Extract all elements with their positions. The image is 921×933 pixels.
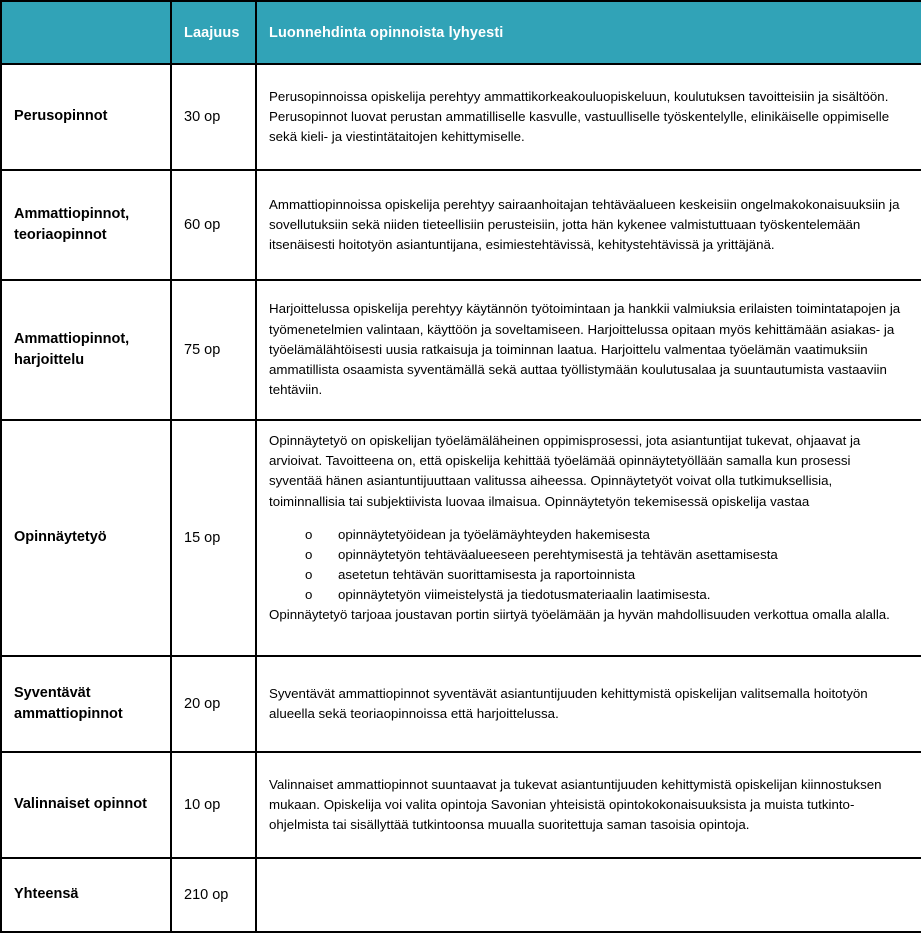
row-name-syventavat: Syventävät ammattiopinnot (0, 655, 172, 753)
table-body: Perusopinnot 30 op Perusopinnoissa opisk… (0, 63, 921, 933)
row-scope-yhteensa: 210 op (170, 857, 257, 933)
header-cell-description: Luonnehdinta opinnoista lyhyesti (255, 0, 921, 65)
row-name-ammattiopinnot-teoria: Ammattiopinnot, teoriaopinnot (0, 169, 172, 281)
list-item: o opinnäytetyön tehtäväalueeseen perehty… (305, 545, 907, 565)
list-item-label: opinnäytetyön tehtäväalueeseen perehtymi… (338, 546, 778, 562)
header-row: Laajuus Luonnehdinta opinnoista lyhyesti (0, 0, 921, 65)
description-closing-paragraph: Opinnäytetyö tarjoaa joustavan portin si… (269, 606, 890, 622)
row-description-ammattiopinnot-harjoittelu: Harjoittelussa opiskelija perehtyy käytä… (255, 279, 921, 421)
list-item-label: opinnäytetyön viimeistelystä ja tiedotus… (338, 586, 711, 602)
description-paragraph: Harjoittelussa opiskelija perehtyy käytä… (269, 301, 901, 398)
table-row: Ammattiopinnot, teoriaopinnot 60 op Amma… (0, 169, 921, 281)
table-row: Opinnäytetyö 15 op Opinnäytetyö on opisk… (0, 419, 921, 657)
row-description-syventavat: Syventävät ammattiopinnot syventävät asi… (255, 655, 921, 753)
description-paragraph: Syventävät ammattiopinnot syventävät asi… (269, 685, 868, 721)
circle-outline-bullet-icon: o (305, 546, 313, 562)
list-item: o opinnäytetyöidean ja työelämäyhteyden … (305, 525, 907, 545)
header-cell-scope: Laajuus (170, 0, 257, 65)
row-name-yhteensa: Yhteensä (0, 857, 172, 933)
description-paragraph: Valinnaiset ammattiopinnot suuntaavat ja… (269, 776, 882, 833)
responsibilities-list: o opinnäytetyöidean ja työelämäyhteyden … (269, 525, 907, 605)
table-row: Ammattiopinnot, harjoittelu 75 op Harjoi… (0, 279, 921, 421)
row-description-valinnaiset: Valinnaiset ammattiopinnot suuntaavat ja… (255, 751, 921, 859)
row-description-ammattiopinnot-teoria: Ammattiopinnoissa opiskelija perehtyy sa… (255, 169, 921, 281)
circle-outline-bullet-icon: o (305, 566, 313, 582)
table-row: Syventävät ammattiopinnot 20 op Syventäv… (0, 655, 921, 753)
list-item-label: opinnäytetyöidean ja työelämäyhteyden ha… (338, 526, 650, 542)
row-name-perusopinnot: Perusopinnot (0, 63, 172, 171)
list-item: o opinnäytetyön viimeistelystä ja tiedot… (305, 585, 907, 605)
table-row: Valinnaiset opinnot 10 op Valinnaiset am… (0, 751, 921, 859)
table-header: Laajuus Luonnehdinta opinnoista lyhyesti (0, 0, 921, 65)
header-cell-name (0, 0, 172, 65)
row-name-opinnaytetyo: Opinnäytetyö (0, 419, 172, 657)
row-scope-perusopinnot: 30 op (170, 63, 257, 171)
description-paragraph: Perusopinnoissa opiskelija perehtyy amma… (269, 88, 890, 145)
list-item-label: asetetun tehtävän suorittamisesta ja rap… (338, 566, 636, 582)
row-name-ammattiopinnot-harjoittelu: Ammattiopinnot, harjoittelu (0, 279, 172, 421)
row-name-valinnaiset: Valinnaiset opinnot (0, 751, 172, 859)
row-scope-opinnaytetyo: 15 op (170, 419, 257, 657)
list-item: o asetetun tehtävän suorittamisesta ja r… (305, 565, 907, 585)
row-description-yhteensa (255, 857, 921, 933)
circle-outline-bullet-icon: o (305, 586, 313, 602)
description-paragraph: Opinnäytetyö on opiskelijan työelämälähe… (269, 433, 861, 509)
table-row: Yhteensä 210 op (0, 857, 921, 933)
row-description-opinnaytetyo: Opinnäytetyö on opiskelijan työelämälähe… (255, 419, 921, 657)
table-row: Perusopinnot 30 op Perusopinnoissa opisk… (0, 63, 921, 171)
row-scope-ammattiopinnot-teoria: 60 op (170, 169, 257, 281)
row-scope-valinnaiset: 10 op (170, 751, 257, 859)
row-scope-ammattiopinnot-harjoittelu: 75 op (170, 279, 257, 421)
row-scope-syventavat: 20 op (170, 655, 257, 753)
row-description-perusopinnot: Perusopinnoissa opiskelija perehtyy amma… (255, 63, 921, 171)
description-paragraph: Ammattiopinnoissa opiskelija perehtyy sa… (269, 196, 900, 253)
circle-outline-bullet-icon: o (305, 526, 313, 542)
